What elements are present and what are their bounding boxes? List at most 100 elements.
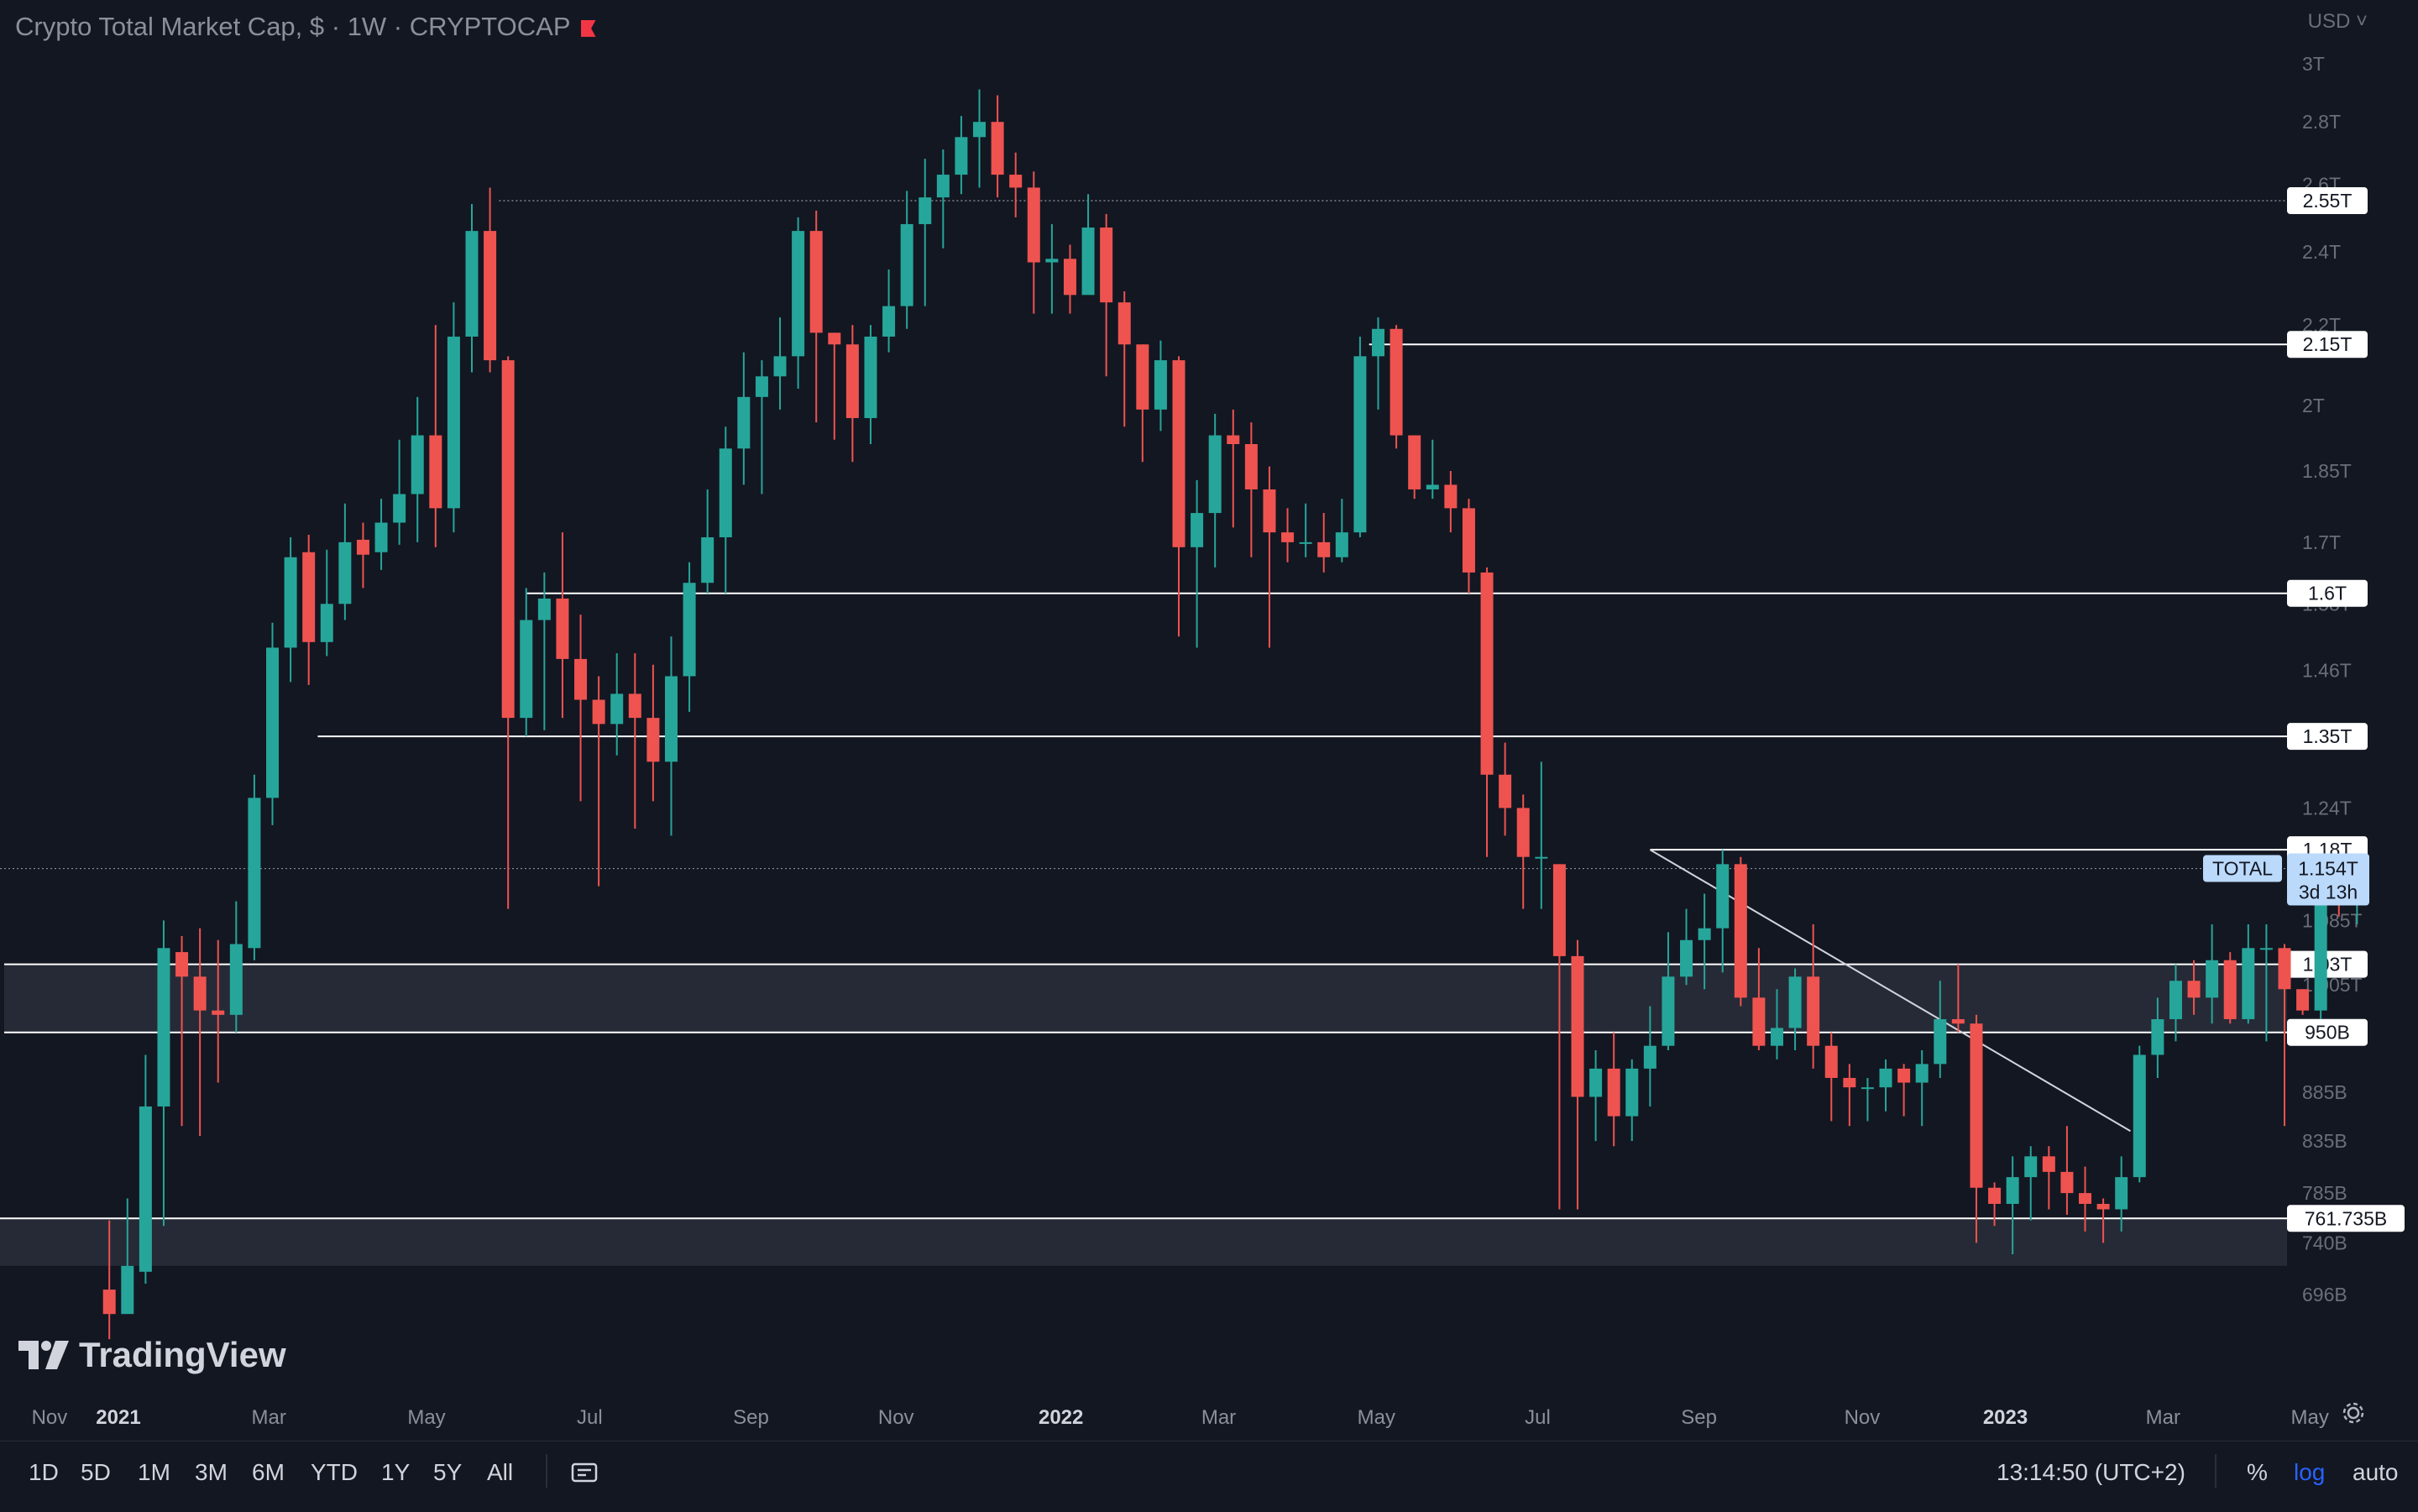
y-tick-label: 1.24T [2302, 797, 2352, 819]
candle-body [574, 658, 588, 700]
x-tick-label: May [407, 1406, 445, 1429]
candle-body [1480, 572, 1494, 775]
settings-gear-icon[interactable] [2341, 1400, 2366, 1426]
last-price-label: 1.154T [2298, 858, 2358, 880]
candle-body [320, 604, 333, 642]
candle-body [646, 718, 660, 762]
candle-body [1716, 864, 1730, 929]
level-price-label: 1.03T [2303, 954, 2353, 976]
y-tick-label: 1.85T [2302, 460, 2352, 482]
candle-body [2242, 948, 2255, 1019]
x-tick-label: 2021 [96, 1406, 140, 1429]
candle-body [374, 522, 388, 552]
candle-body [628, 693, 641, 719]
candle-body [1426, 484, 1439, 489]
level-price-label: 2.55T [2303, 190, 2353, 212]
candle-body [592, 699, 605, 725]
y-tick-label: 2.4T [2302, 241, 2341, 263]
candle-body [1824, 1045, 1838, 1078]
flag-icon[interactable] [580, 19, 596, 37]
candle-body [2223, 960, 2237, 1019]
candle-body [2096, 1203, 2110, 1210]
candle-body [882, 306, 896, 337]
y-tick-label: 3T [2302, 53, 2325, 75]
candle-body [302, 552, 316, 642]
candle-body [1571, 955, 1584, 1097]
candle-body [2206, 960, 2219, 998]
y-tick-label: 696B [2302, 1284, 2347, 1305]
timeframe-5y[interactable]: 5Y [433, 1459, 463, 1485]
candle-body [229, 944, 243, 1015]
candle-body [1317, 541, 1331, 557]
auto-scale-toggle[interactable]: auto [2353, 1459, 2399, 1485]
timeframe-ytd[interactable]: YTD [311, 1459, 358, 1485]
candle-body [121, 1265, 134, 1315]
symbol-tag [2203, 855, 2282, 882]
timeframe-6m[interactable]: 6M [252, 1459, 285, 1485]
candle-body [2259, 948, 2273, 950]
candle-body [447, 336, 460, 509]
percent-scale-toggle[interactable]: % [2247, 1459, 2268, 1485]
candle-body [1934, 1018, 1947, 1065]
support-zone [3, 964, 2287, 1033]
candle-body [973, 122, 987, 138]
level-price-tag [2287, 950, 2368, 978]
candle-body [484, 231, 497, 361]
chart-title: Crypto Total Market Cap, $ · 1W · CRYPTO… [15, 12, 596, 42]
bottom-toolbar [0, 1441, 2418, 1512]
candle-body [1970, 1023, 1983, 1188]
x-tick-label: May [1358, 1406, 1395, 1429]
x-tick-label: 2023 [1983, 1406, 2028, 1429]
candle-body [991, 122, 1004, 175]
candle-body [1244, 444, 1258, 489]
bar-countdown-label: 3d 13h [2299, 882, 2358, 903]
candle-body [1299, 541, 1312, 544]
candle-body [936, 175, 950, 198]
price-chart[interactable]: 3T2.8T2.6T2.4T2.2T2T1.85T1.7T1.58T1.46T1… [0, 0, 2418, 1441]
candle-body [1154, 360, 1167, 410]
y-tick-label: 1.085T [2302, 909, 2363, 931]
candle-body [2042, 1156, 2055, 1172]
timeframe-1m[interactable]: 1M [138, 1459, 170, 1485]
candle-body [1045, 259, 1059, 263]
candle-body [1625, 1068, 1639, 1117]
tradingview-logo: TradingView [18, 1335, 286, 1375]
candle-body [1172, 360, 1185, 547]
y-tick-label: 1.7T [2302, 531, 2341, 553]
compare-range-icon[interactable] [571, 1461, 598, 1484]
candle-body [175, 952, 189, 977]
candle-body [1897, 1068, 1911, 1083]
candle-body [1191, 513, 1204, 547]
x-tick-label: 2022 [1039, 1406, 1083, 1429]
x-tick-label: Mar [252, 1406, 286, 1429]
candle-body [1915, 1064, 1929, 1083]
x-tick-label: Mar [2146, 1406, 2180, 1429]
candle-body [719, 448, 732, 537]
level-price-label: 950B [2305, 1022, 2350, 1044]
candle-body [212, 1010, 225, 1015]
y-tick-label: 1.46T [2302, 660, 2352, 682]
candle-body [266, 647, 280, 798]
candle-body [411, 435, 424, 494]
currency-selector[interactable]: USD ˅ [2308, 10, 2368, 34]
toolbar-divider [546, 1454, 547, 1488]
timeframe-1d[interactable]: 1D [29, 1459, 59, 1485]
candle-body [356, 539, 369, 555]
candle-body [900, 223, 913, 306]
candle-body [284, 557, 297, 648]
log-scale-toggle[interactable]: log [2294, 1459, 2326, 1485]
candle-body [393, 494, 406, 523]
candle-body [1552, 864, 1566, 956]
timeframe-5d[interactable]: 5D [81, 1459, 111, 1485]
candle-body [809, 231, 823, 333]
y-tick-label: 885B [2302, 1081, 2347, 1103]
timeframe-3m[interactable]: 3M [195, 1459, 228, 1485]
candle-body [773, 356, 787, 377]
timeframe-all[interactable]: All [487, 1459, 514, 1485]
timeframe-1y[interactable]: 1Y [381, 1459, 411, 1485]
candle-body [338, 541, 352, 604]
level-price-tag [2287, 723, 2368, 751]
y-tick-label: 835B [2302, 1130, 2347, 1152]
candle-body [828, 332, 841, 345]
candle-body [2151, 1018, 2164, 1055]
